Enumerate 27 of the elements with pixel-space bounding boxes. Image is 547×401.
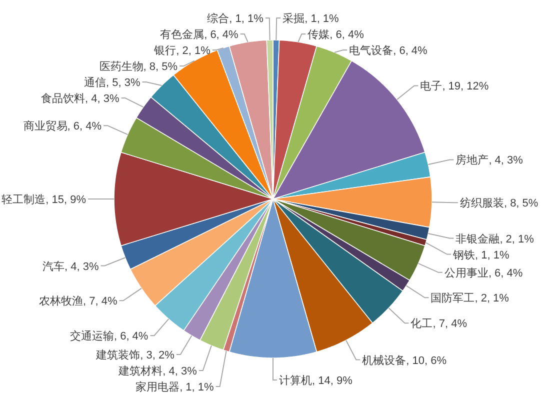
slice-label: 轻工制造, 15, 9%	[2, 193, 86, 206]
slice-label: 综合, 1, 1%	[207, 12, 264, 26]
slice-label: 非银金融, 2, 1%	[456, 232, 534, 246]
slice-label: 采掘, 1, 1%	[282, 12, 340, 26]
slice-label: 化工, 7, 4%	[410, 318, 468, 330]
slice-label: 电子, 19, 12%	[420, 80, 489, 93]
slice-label: 纺织服装, 8, 5%	[460, 196, 538, 210]
slice-label: 医药生物, 8, 5%	[99, 60, 178, 74]
slice-label: 建筑材料, 4, 3%	[118, 364, 198, 378]
slice-label: 房地产, 4, 3%	[456, 154, 524, 167]
slice-label: 家用电器, 1, 1%	[136, 380, 214, 394]
slice-label: 电气设备, 6, 4%	[349, 44, 428, 58]
slice-label: 有色金属, 6, 4%	[160, 29, 239, 42]
slice-label: 公用事业, 6, 4%	[444, 266, 523, 280]
slice-label: 钢铁, 1, 1%	[452, 249, 510, 262]
slice-label: 汽车, 4, 3%	[42, 260, 99, 273]
slice-label: 通信, 5, 3%	[84, 76, 140, 90]
slice-label: 农林牧渔, 7, 4%	[39, 294, 118, 308]
slice-label: 计算机, 14, 9%	[279, 374, 353, 387]
slice-label: 机械设备, 10, 6%	[362, 354, 447, 367]
slice-label: 国防军工, 2, 1%	[430, 292, 510, 305]
slice-label: 建筑装饰, 3, 2%	[95, 348, 175, 362]
slice-label: 传媒, 6, 4%	[308, 29, 364, 42]
slice-label: 银行, 2, 1%	[153, 45, 211, 58]
slice-label: 商业贸易, 6, 4%	[23, 120, 102, 133]
slice-label: 食品饮料, 4, 3%	[41, 92, 120, 106]
slice-label: 交通运输, 6, 4%	[70, 330, 148, 343]
